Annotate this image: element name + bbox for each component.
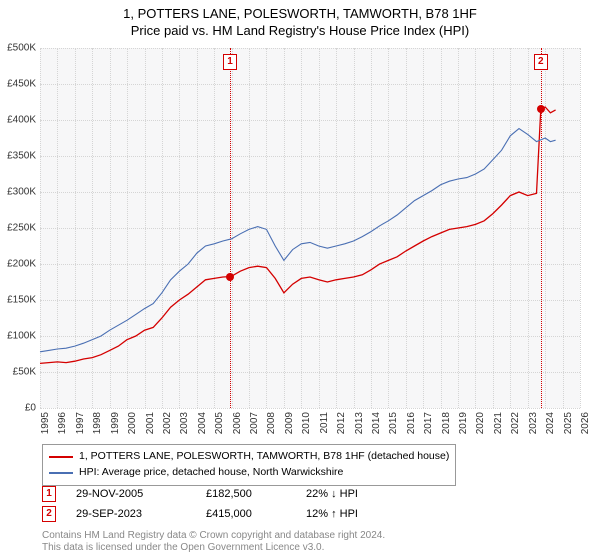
- chart-lines: [40, 48, 580, 408]
- x-axis-label: 2020: [475, 412, 486, 434]
- x-axis-label: 2023: [528, 412, 539, 434]
- gridline-vertical: [580, 48, 581, 408]
- x-axis-label: 2004: [197, 412, 208, 434]
- x-axis-label: 2010: [301, 412, 312, 434]
- x-axis-label: 2025: [563, 412, 574, 434]
- x-axis-label: 2008: [266, 412, 277, 434]
- x-axis-label: 2001: [145, 412, 156, 434]
- x-axis-label: 2002: [162, 412, 173, 434]
- chart-area: 12 £0£50K£100K£150K£200K£250K£300K£350K£…: [40, 48, 580, 408]
- events-table: 1 29-NOV-2005 £182,500 22% ↓ HPI 2 29-SEP-202…: [42, 486, 406, 526]
- event-delta: 12% ↑ HPI: [306, 508, 406, 520]
- x-axis-label: 2013: [354, 412, 365, 434]
- event-row: 1 29-NOV-2005 £182,500 22% ↓ HPI: [42, 486, 406, 502]
- footer-line-2: This data is licensed under the Open Gov…: [42, 542, 324, 553]
- event-row-marker: 2: [42, 506, 56, 522]
- x-axis-label: 2021: [493, 412, 504, 434]
- legend-swatch: [49, 456, 73, 458]
- footer-line-1: Contains HM Land Registry data © Crown c…: [42, 530, 385, 541]
- event-delta: 22% ↓ HPI: [306, 488, 406, 500]
- event-row: 2 29-SEP-2023 £415,000 12% ↑ HPI: [42, 506, 406, 522]
- event-date: 29-NOV-2005: [76, 488, 186, 500]
- footer-attribution: Contains HM Land Registry data © Crown c…: [42, 530, 385, 554]
- x-axis-label: 1998: [92, 412, 103, 434]
- x-axis-label: 2006: [232, 412, 243, 434]
- x-axis-label: 1999: [110, 412, 121, 434]
- event-row-marker: 1: [42, 486, 56, 502]
- x-axis-label: 2009: [284, 412, 295, 434]
- x-axis-label: 2022: [510, 412, 521, 434]
- x-axis-label: 1996: [57, 412, 68, 434]
- y-axis-label: £250K: [7, 223, 36, 234]
- chart-container: 1, POTTERS LANE, POLESWORTH, TAMWORTH, B…: [0, 0, 600, 560]
- event-price: £415,000: [206, 508, 286, 520]
- x-axis-label: 1997: [75, 412, 86, 434]
- y-axis-label: £50K: [13, 367, 36, 378]
- x-axis-label: 1995: [40, 412, 51, 434]
- y-axis-label: £150K: [7, 295, 36, 306]
- y-axis-label: £300K: [7, 187, 36, 198]
- series-line-hpi: [40, 129, 556, 352]
- gridline-horizontal: [40, 408, 580, 409]
- x-axis-label: 2012: [336, 412, 347, 434]
- x-axis-label: 2003: [179, 412, 190, 434]
- x-axis-label: 2019: [458, 412, 469, 434]
- chart-title: 1, POTTERS LANE, POLESWORTH, TAMWORTH, B…: [0, 0, 600, 40]
- series-line-price_paid: [40, 107, 556, 363]
- x-axis-label: 2018: [441, 412, 452, 434]
- y-axis-label: £350K: [7, 151, 36, 162]
- x-axis-label: 2024: [545, 412, 556, 434]
- event-price: £182,500: [206, 488, 286, 500]
- y-axis-label: £0: [25, 403, 36, 414]
- x-axis-label: 2005: [214, 412, 225, 434]
- y-axis-label: £450K: [7, 79, 36, 90]
- x-axis-label: 2015: [388, 412, 399, 434]
- x-axis-label: 2026: [580, 412, 591, 434]
- x-axis-label: 2000: [127, 412, 138, 434]
- x-axis-label: 2011: [319, 412, 330, 434]
- y-axis-label: £200K: [7, 259, 36, 270]
- x-axis-label: 2007: [249, 412, 260, 434]
- legend: 1, POTTERS LANE, POLESWORTH, TAMWORTH, B…: [42, 444, 456, 486]
- legend-row: 1, POTTERS LANE, POLESWORTH, TAMWORTH, B…: [49, 449, 449, 465]
- x-axis-label: 2014: [371, 412, 382, 434]
- y-axis-label: £500K: [7, 43, 36, 54]
- legend-row: HPI: Average price, detached house, Nort…: [49, 465, 449, 481]
- y-axis-label: £100K: [7, 331, 36, 342]
- legend-label: 1, POTTERS LANE, POLESWORTH, TAMWORTH, B…: [79, 449, 449, 465]
- legend-swatch: [49, 472, 73, 474]
- legend-label: HPI: Average price, detached house, Nort…: [79, 465, 343, 481]
- x-axis-label: 2017: [423, 412, 434, 434]
- event-date: 29-SEP-2023: [76, 508, 186, 520]
- title-line-2: Price paid vs. HM Land Registry's House …: [131, 23, 469, 38]
- y-axis-label: £400K: [7, 115, 36, 126]
- x-axis-label: 2016: [406, 412, 417, 434]
- title-line-1: 1, POTTERS LANE, POLESWORTH, TAMWORTH, B…: [123, 6, 477, 21]
